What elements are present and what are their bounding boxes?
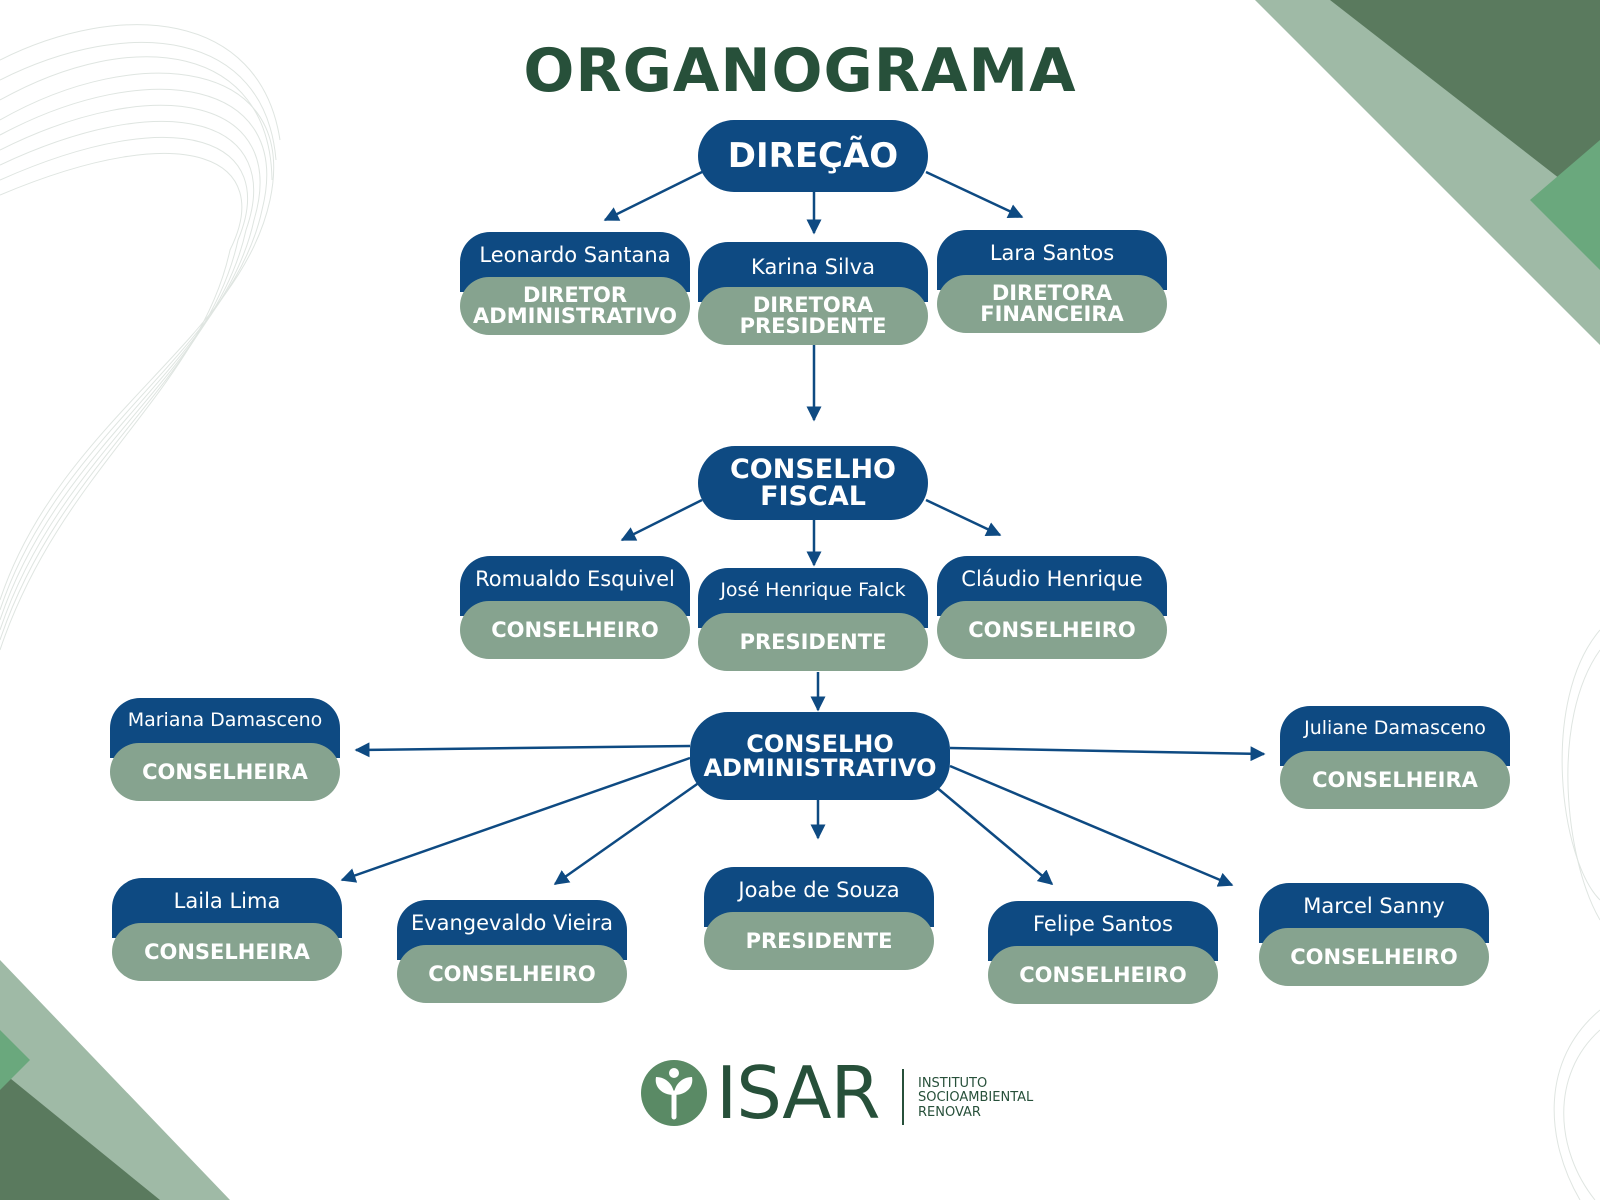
arrow-admin-far-right <box>949 746 1266 762</box>
arrow-admin-lower-right <box>949 764 1234 887</box>
member-role: CONSELHEIRO <box>460 601 690 659</box>
member-role: DIRETOR ADMINISTRATIVO <box>460 277 690 335</box>
member-card-joabe: Joabe de Souza PRESIDENTE <box>704 867 934 970</box>
arrow-admin-far-left <box>354 742 691 758</box>
member-role: DIRETORA FINANCEIRA <box>937 275 1167 333</box>
member-card-felipe: Felipe Santos CONSELHEIRO <box>988 901 1218 1004</box>
member-card-evangevaldo: Evangevaldo Vieira CONSELHEIRO <box>397 900 627 1003</box>
member-role: CONSELHEIRA <box>112 923 342 981</box>
arrow-direcao-left <box>603 170 703 222</box>
logo-tagline: INSTITUTO SOCIOAMBIENTAL RENOVAR <box>918 1076 1034 1120</box>
wave-pattern-left <box>0 24 281 651</box>
member-card-laila: Laila Lima CONSELHEIRA <box>112 878 342 981</box>
member-role: CONSELHEIRO <box>1259 928 1489 986</box>
member-card-marcel: Marcel Sanny CONSELHEIRO <box>1259 883 1489 986</box>
member-card-karina: Karina Silva DIRETORA PRESIDENTE <box>698 242 928 345</box>
arrow-admin-mid-right <box>934 785 1054 885</box>
member-card-leonardo: Leonardo Santana DIRETOR ADMINISTRATIVO <box>460 232 690 335</box>
logo-wordmark: ISAR <box>716 1051 881 1135</box>
member-role: CONSELHEIRO <box>937 601 1167 659</box>
member-role: CONSELHEIRA <box>1280 751 1510 809</box>
member-role: CONSELHEIRO <box>988 946 1218 1004</box>
wave-pattern-right <box>1553 629 1600 1200</box>
isar-logo: ISAR INSTITUTO SOCIOAMBIENTAL RENOVAR <box>640 1051 1060 1135</box>
conselho-administrativo-header: CONSELHO ADMINISTRATIVO <box>690 712 950 800</box>
member-card-juliane: Juliane Damasceno CONSELHEIRA <box>1280 706 1510 809</box>
page-title: ORGANOGRAMA <box>523 36 1077 106</box>
member-role: CONSELHEIRA <box>110 743 340 801</box>
arrow-admin-mid-left <box>553 780 701 886</box>
logo-divider <box>902 1069 904 1125</box>
corner-top-right <box>1255 0 1600 345</box>
arrow-direcao-right <box>925 170 1024 219</box>
member-card-mariana: Mariana Damasceno CONSELHEIRA <box>110 698 340 801</box>
conselho-fiscal-header: CONSELHO FISCAL <box>698 446 928 520</box>
member-card-romualdo: Romualdo Esquivel CONSELHEIRO <box>460 556 690 659</box>
member-card-jose-henrique: José Henrique Falck PRESIDENTE <box>698 568 928 671</box>
member-role: PRESIDENTE <box>698 613 928 671</box>
member-role: CONSELHEIRO <box>397 945 627 1003</box>
member-role: DIRETORA PRESIDENTE <box>698 287 928 345</box>
sprout-icon <box>641 1060 707 1126</box>
corner-bottom-left <box>0 960 230 1200</box>
arrow-fiscal-left <box>620 498 703 542</box>
direcao-header: DIREÇÃO <box>698 120 928 192</box>
member-card-lara: Lara Santos DIRETORA FINANCEIRA <box>937 230 1167 333</box>
member-role: PRESIDENTE <box>704 912 934 970</box>
arrow-admin-lower-left <box>340 756 691 883</box>
arrow-fiscal-right <box>925 498 1002 537</box>
member-card-claudio: Cláudio Henrique CONSELHEIRO <box>937 556 1167 659</box>
